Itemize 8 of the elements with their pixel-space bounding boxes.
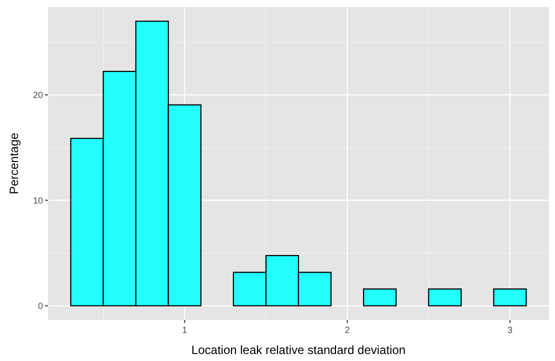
- y-tick-label: 0: [38, 300, 43, 311]
- x-axis-title: Location leak relative standard deviation: [191, 343, 406, 357]
- y-tick-label: 10: [32, 195, 43, 206]
- x-tick-label: 1: [182, 325, 188, 335]
- x-tick-label: 3: [507, 325, 512, 335]
- x-tick-label: 2: [344, 325, 350, 335]
- y-tick-label: 20: [32, 90, 43, 100]
- y-axis-title: Percentage: [7, 132, 21, 194]
